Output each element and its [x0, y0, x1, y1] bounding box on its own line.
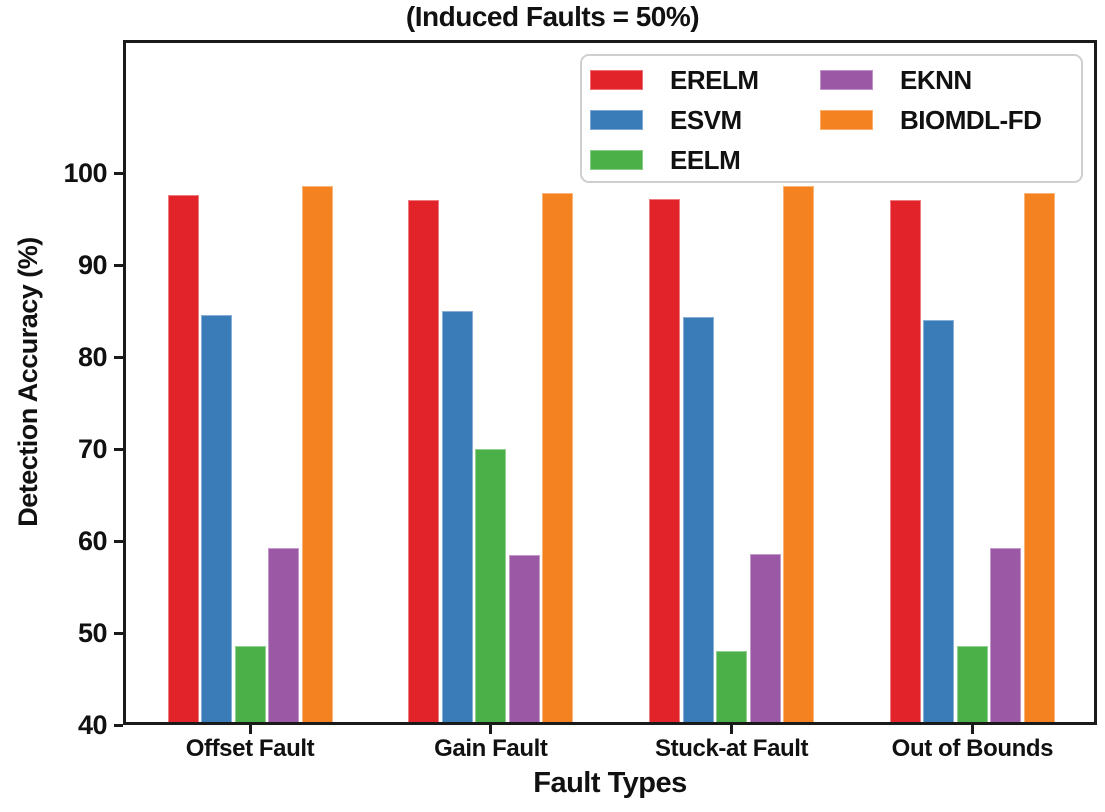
legend-column: ERELM ESVM EELM: [590, 60, 759, 180]
bar-esvm: [923, 319, 955, 725]
bar-erelm: [167, 195, 199, 725]
legend-item-eelm: EELM: [590, 140, 759, 180]
y-tick-mark: [114, 263, 123, 267]
legend-item-esvm: ESVM: [590, 100, 759, 140]
bar-erelm: [649, 199, 681, 725]
legend-label: BIOMDL-FD: [900, 104, 1042, 135]
bar-eelm: [234, 645, 266, 725]
legend-swatch-biomdl-fd: [820, 110, 873, 130]
bar-erelm: [408, 200, 440, 725]
bar-eknn: [749, 553, 781, 725]
legend-item-biomdl-fd: BIOMDL-FD: [820, 100, 1042, 140]
y-tick-mark: [114, 539, 123, 543]
y-tick-mark: [114, 723, 123, 727]
x-tick-label: Gain Fault: [434, 735, 548, 762]
bar-eelm: [475, 449, 507, 725]
y-tick-label: 70: [77, 434, 108, 465]
bar-erelm: [889, 200, 921, 725]
chart-title: (Induced Faults = 50%): [405, 1, 700, 32]
x-tick-label: Offset Fault: [185, 735, 315, 762]
x-tick-mark: [489, 725, 493, 734]
legend-label: ESVM: [670, 104, 742, 135]
y-tick-mark: [114, 631, 123, 635]
y-tick-label: 100: [63, 158, 107, 189]
bar-esvm: [441, 311, 473, 725]
bar-biomdl-fd: [1023, 192, 1055, 725]
y-tick-label: 50: [77, 618, 108, 649]
y-tick-label: 80: [77, 342, 108, 373]
y-tick-label: 60: [77, 526, 108, 557]
bar-eelm: [716, 651, 748, 725]
legend-swatch-esvm: [590, 110, 643, 130]
legend-item-erelm: ERELM: [590, 60, 759, 100]
bar-esvm: [682, 316, 714, 725]
bar-biomdl-fd: [542, 192, 574, 725]
x-tick-label: Out of Bounds: [891, 735, 1054, 762]
legend-label: ERELM: [670, 64, 759, 95]
bar-biomdl-fd: [301, 186, 333, 725]
legend-label: EELM: [670, 144, 741, 175]
bar-eknn: [268, 547, 299, 725]
x-tick-mark: [730, 725, 734, 734]
bar-biomdl-fd: [783, 186, 815, 725]
y-tick-mark: [114, 447, 123, 451]
y-tick-mark: [114, 171, 123, 175]
bar-esvm: [201, 314, 232, 725]
legend-swatch-erelm: [590, 70, 643, 90]
y-tick-label: 90: [77, 250, 108, 281]
legend-item-eknn: EKNN: [820, 60, 1041, 100]
bar-eelm: [956, 645, 988, 725]
x-tick-mark: [248, 725, 252, 734]
bar-eknn: [508, 554, 540, 725]
legend-column: EKNN BIOMDL-FD: [820, 60, 1042, 140]
bar-eknn: [990, 548, 1022, 725]
legend-swatch-eelm: [590, 150, 643, 170]
legend-swatch-eknn: [820, 70, 873, 90]
y-tick-label: 40: [77, 710, 108, 740]
x-axis-label: Fault Types: [533, 767, 687, 799]
plot-area: [123, 40, 1097, 725]
x-tick-mark: [970, 725, 974, 734]
y-tick-mark: [114, 355, 123, 359]
x-tick-label: Stuck-at Fault: [655, 735, 809, 762]
legend-label: EKNN: [900, 64, 972, 95]
legend-box: ERELM ESVM EELM EKNN BIOMDL-FD: [580, 54, 1083, 183]
